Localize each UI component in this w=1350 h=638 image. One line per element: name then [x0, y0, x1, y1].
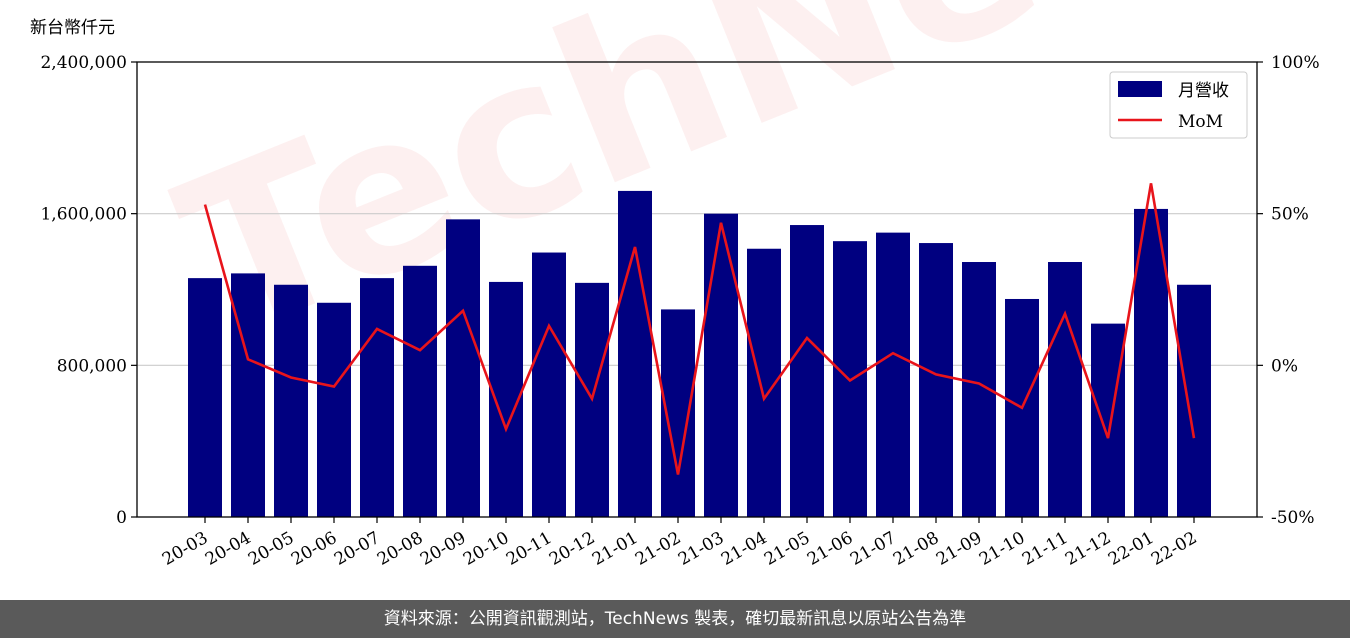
line-series — [203, 183, 1196, 475]
bar-21-01 — [618, 190, 652, 517]
x-tick-label: 20-12 — [546, 528, 598, 570]
bar-20-08 — [403, 265, 437, 517]
bar-20-04 — [231, 273, 265, 517]
x-tick-label: 21-12 — [1062, 528, 1114, 570]
x-tick-label: 20-08 — [374, 528, 426, 570]
x-tick-label: 20-05 — [245, 528, 297, 570]
bar-21-07 — [876, 232, 910, 517]
source-footer: 資料來源：公開資訊觀測站，TechNews 製表，確切最新訊息以原站公告為準 — [0, 600, 1350, 638]
x-tick-label: 21-10 — [976, 528, 1028, 570]
bar-20-03 — [188, 278, 222, 517]
right-tick-label: -50% — [1271, 508, 1315, 528]
left-tick-label: 1,600,000 — [40, 205, 127, 225]
left-tick-label: 800,000 — [57, 356, 127, 376]
x-tick-label: 20-09 — [417, 528, 469, 570]
x-tick-label: 21-07 — [847, 528, 899, 570]
bar-20-11 — [532, 252, 566, 517]
x-tick-label: 21-03 — [675, 528, 727, 570]
x-tick-label: 21-05 — [761, 528, 813, 570]
right-tick-label: 100% — [1271, 53, 1320, 73]
bar-20-09 — [446, 219, 480, 517]
x-tick-label: 21-09 — [933, 528, 985, 570]
bar-21-05 — [790, 225, 824, 517]
chart: 新台幣仟元 0 800,000 1,600,000 2,400,000 -50% 0% 50… — [30, 18, 1320, 570]
legend-swatch-revenue — [1118, 81, 1162, 97]
left-tick-label: 0 — [116, 508, 127, 528]
x-tick-label: 20-10 — [460, 528, 512, 570]
x-tick-label: 20-11 — [503, 528, 555, 570]
x-tick-label: 22-02 — [1148, 528, 1200, 570]
bar-21-03 — [704, 213, 738, 517]
legend-label-revenue: 月營收 — [1178, 81, 1229, 101]
bar-21-11 — [1048, 262, 1082, 517]
x-tick-label: 20-06 — [288, 528, 340, 570]
x-tick-label: 21-02 — [632, 528, 684, 570]
x-tick-label: 20-03 — [159, 528, 211, 570]
legend-label-mom: MoM — [1178, 112, 1223, 132]
x-tick-label: 21-01 — [589, 528, 641, 570]
x-tick-label: 21-04 — [718, 528, 770, 570]
right-tick-label: 0% — [1271, 356, 1298, 376]
x-tick-label: 20-04 — [202, 528, 254, 570]
bar-20-07 — [360, 278, 394, 517]
x-tick-label: 21-08 — [890, 528, 942, 570]
x-tick-label: 21-11 — [1019, 528, 1071, 570]
bar-22-01 — [1134, 208, 1168, 518]
bar-20-05 — [274, 284, 308, 517]
x-tick-label: 22-01 — [1105, 528, 1157, 570]
x-tick-label: 20-07 — [331, 528, 383, 570]
left-axis-unit-label: 新台幣仟元 — [30, 18, 115, 38]
bar-22-02 — [1177, 284, 1211, 517]
bar-21-08 — [919, 243, 953, 518]
bar-21-12 — [1091, 323, 1125, 517]
right-tick-label: 50% — [1271, 205, 1309, 225]
mom-line — [203, 183, 1196, 475]
bar-20-06 — [317, 302, 351, 517]
x-tick-label: 21-06 — [804, 528, 856, 570]
legend: 月營收 MoM — [1109, 71, 1248, 139]
left-tick-label: 2,400,000 — [40, 53, 127, 73]
plot-frame — [136, 61, 1258, 518]
